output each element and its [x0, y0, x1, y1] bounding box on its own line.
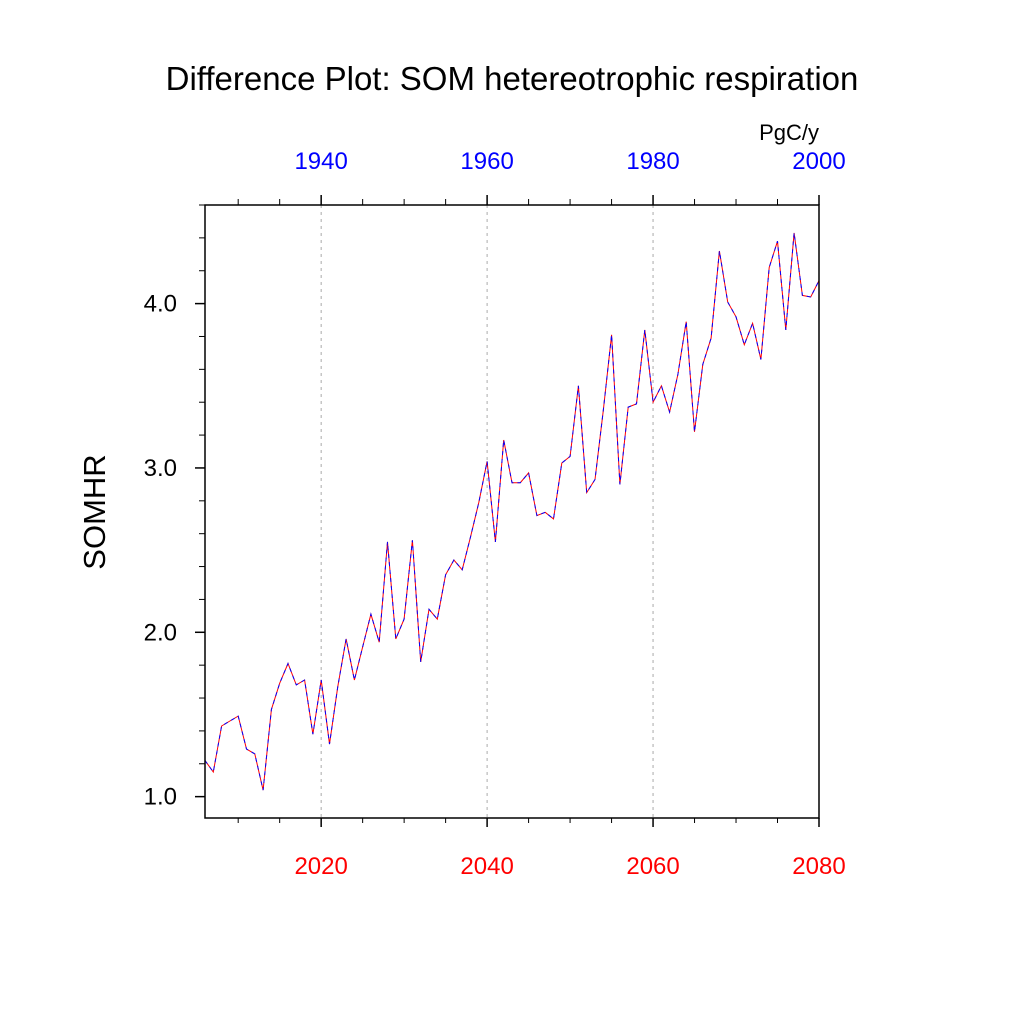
units-label: PgC/y — [759, 120, 819, 145]
bottom-x-tick-label: 2060 — [626, 853, 679, 880]
plot-frame — [204, 204, 820, 819]
y-tick-label: 4.0 — [144, 291, 177, 318]
y-tick-label: 2.0 — [144, 619, 177, 646]
chart-title: Difference Plot: SOM hetereotrophic resp… — [166, 60, 859, 97]
series-line-blue — [204, 232, 820, 791]
series-lines — [204, 232, 820, 791]
top-x-tick-label: 2000 — [792, 148, 845, 175]
top-x-tick-label: 1960 — [460, 148, 513, 175]
grid-lines — [320, 205, 654, 818]
tick-labels: 2020 2040 2060 2080 1940 1960 1980 2000 1.0 2.0 3.… — [144, 148, 846, 880]
y-axis-label: SOMHR — [77, 454, 112, 569]
bottom-x-tick-label: 2080 — [792, 853, 845, 880]
bottom-x-tick-label: 2020 — [294, 853, 347, 880]
axis-ticks — [195, 195, 820, 827]
series-line-red — [204, 232, 820, 791]
top-x-tick-label: 1940 — [294, 148, 347, 175]
top-x-tick-label: 1980 — [626, 148, 679, 175]
bottom-x-tick-label: 2040 — [460, 853, 513, 880]
y-tick-label: 3.0 — [144, 455, 177, 482]
y-tick-label: 1.0 — [144, 784, 177, 811]
